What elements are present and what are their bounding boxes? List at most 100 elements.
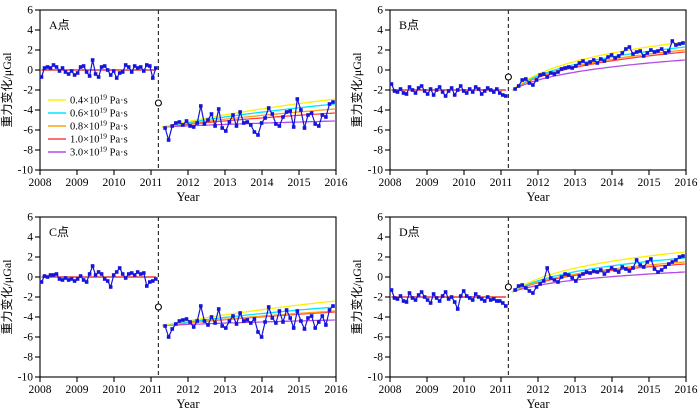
data-point — [401, 91, 406, 95]
data-point — [470, 90, 475, 94]
data-point — [659, 268, 664, 272]
data-point — [524, 77, 528, 81]
data-point — [485, 86, 490, 90]
data-point — [443, 94, 448, 98]
data-point — [599, 268, 603, 272]
data-point — [123, 276, 128, 280]
data-point — [627, 269, 632, 273]
data-point — [534, 285, 539, 289]
data-point — [277, 124, 282, 128]
data-point — [39, 280, 44, 284]
x-tick-label: 2015 — [638, 177, 661, 189]
data-point — [148, 280, 152, 284]
data-point — [389, 82, 394, 86]
data-point — [458, 294, 463, 298]
y-tick-label: 2 — [377, 252, 383, 264]
data-point — [440, 294, 445, 298]
data-point — [591, 58, 596, 62]
x-tick-label: 2009 — [66, 177, 89, 189]
data-point — [81, 278, 86, 282]
data-point — [428, 301, 433, 305]
data-point — [202, 122, 207, 126]
data-point — [274, 321, 278, 325]
y-tick-label: 2 — [27, 45, 33, 57]
data-point — [42, 66, 47, 70]
data-point — [299, 108, 303, 112]
data-point — [624, 47, 628, 51]
data-point — [559, 67, 564, 71]
data-point — [634, 258, 639, 262]
x-axis-label: Year — [526, 397, 550, 411]
y-tick-label: 4 — [27, 25, 33, 37]
data-point — [422, 89, 427, 93]
data-point — [663, 265, 667, 269]
data-point — [401, 299, 406, 303]
fit-line-post-0.4×1019 — [511, 41, 685, 91]
data-point — [591, 269, 596, 273]
data-point — [681, 41, 685, 45]
data-point — [404, 300, 409, 304]
data-point — [437, 299, 442, 303]
y-tick-label: -10 — [18, 372, 34, 384]
data-point — [184, 119, 189, 123]
data-point — [538, 282, 542, 286]
data-point — [428, 87, 433, 91]
data-point — [60, 66, 65, 70]
data-point — [69, 277, 74, 281]
data-point — [234, 124, 239, 128]
x-tick-label: 2016 — [325, 384, 348, 396]
data-point — [667, 49, 671, 53]
y-tick-label: -6 — [373, 332, 383, 344]
data-point — [495, 299, 499, 303]
data-point — [93, 72, 98, 76]
data-point — [120, 70, 125, 74]
data-point — [634, 50, 639, 54]
y-tick-label: -8 — [373, 145, 383, 157]
data-point — [476, 87, 481, 91]
data-point — [392, 89, 397, 93]
data-point — [410, 88, 415, 92]
data-point — [163, 126, 167, 130]
data-point — [320, 314, 325, 318]
data-point — [407, 291, 412, 295]
data-point — [120, 272, 125, 276]
data-point — [395, 297, 400, 301]
data-point — [135, 270, 140, 274]
data-polyline — [514, 39, 684, 90]
data-point — [595, 270, 600, 274]
data-point — [184, 317, 189, 321]
data-point — [516, 84, 521, 88]
data-point — [449, 86, 454, 90]
data-point — [142, 69, 146, 73]
data-point — [111, 69, 116, 73]
data-point — [145, 284, 149, 288]
x-tick-label: 2012 — [527, 177, 550, 189]
data-point — [199, 104, 203, 108]
data-point — [191, 125, 196, 129]
y-tick-label: 2 — [27, 252, 33, 264]
x-tick-label: 2010 — [103, 177, 126, 189]
data-point — [177, 319, 182, 323]
data-point — [102, 64, 107, 68]
data-point — [464, 91, 469, 95]
data-point — [398, 87, 403, 91]
data-point — [63, 70, 68, 74]
data-point — [473, 292, 478, 296]
data-point — [90, 58, 95, 62]
data-point — [209, 315, 214, 319]
y-tick-label: -8 — [23, 145, 33, 157]
coseismic-circle-marker — [504, 73, 512, 81]
data-point — [446, 89, 451, 93]
data-point — [181, 123, 185, 127]
data-point — [464, 294, 469, 298]
x-tick-label: 2011 — [140, 384, 163, 396]
data-point — [206, 118, 210, 122]
data-point — [482, 89, 487, 93]
data-point — [422, 295, 427, 299]
data-point — [291, 326, 296, 330]
x-tick-label: 2016 — [675, 177, 698, 189]
data-point — [467, 296, 472, 300]
data-point — [431, 93, 436, 97]
data-point — [461, 289, 466, 293]
